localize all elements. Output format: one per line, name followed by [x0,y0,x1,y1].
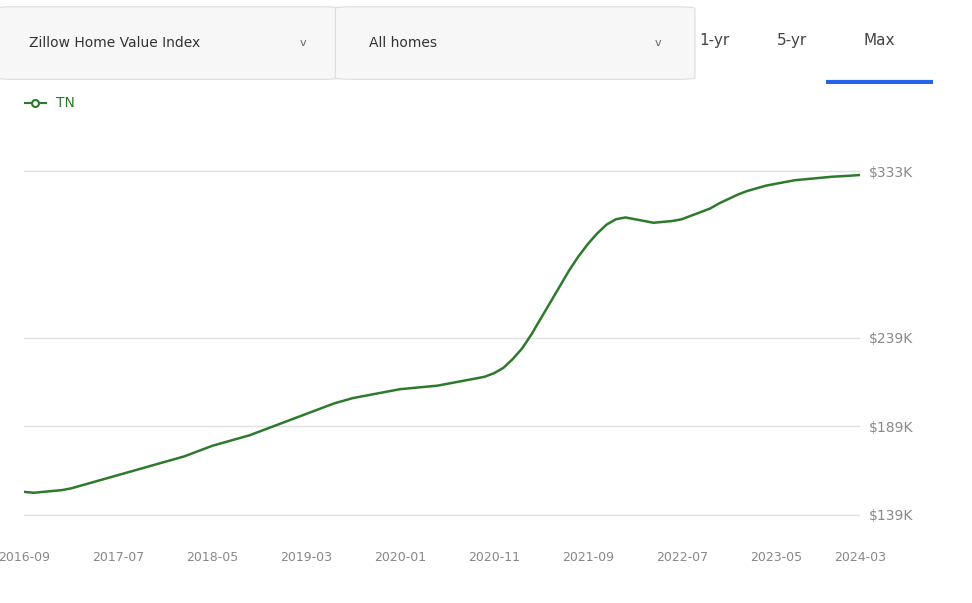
Text: v: v [300,38,306,48]
Text: Max: Max [864,33,895,48]
Text: 5-yr: 5-yr [777,33,808,48]
FancyBboxPatch shape [335,7,695,80]
Text: All homes: All homes [369,36,437,50]
Text: 1-yr: 1-yr [699,33,730,48]
Text: v: v [655,38,661,48]
Text: TN: TN [56,95,75,110]
FancyBboxPatch shape [0,7,340,80]
Text: Zillow Home Value Index: Zillow Home Value Index [29,36,200,50]
